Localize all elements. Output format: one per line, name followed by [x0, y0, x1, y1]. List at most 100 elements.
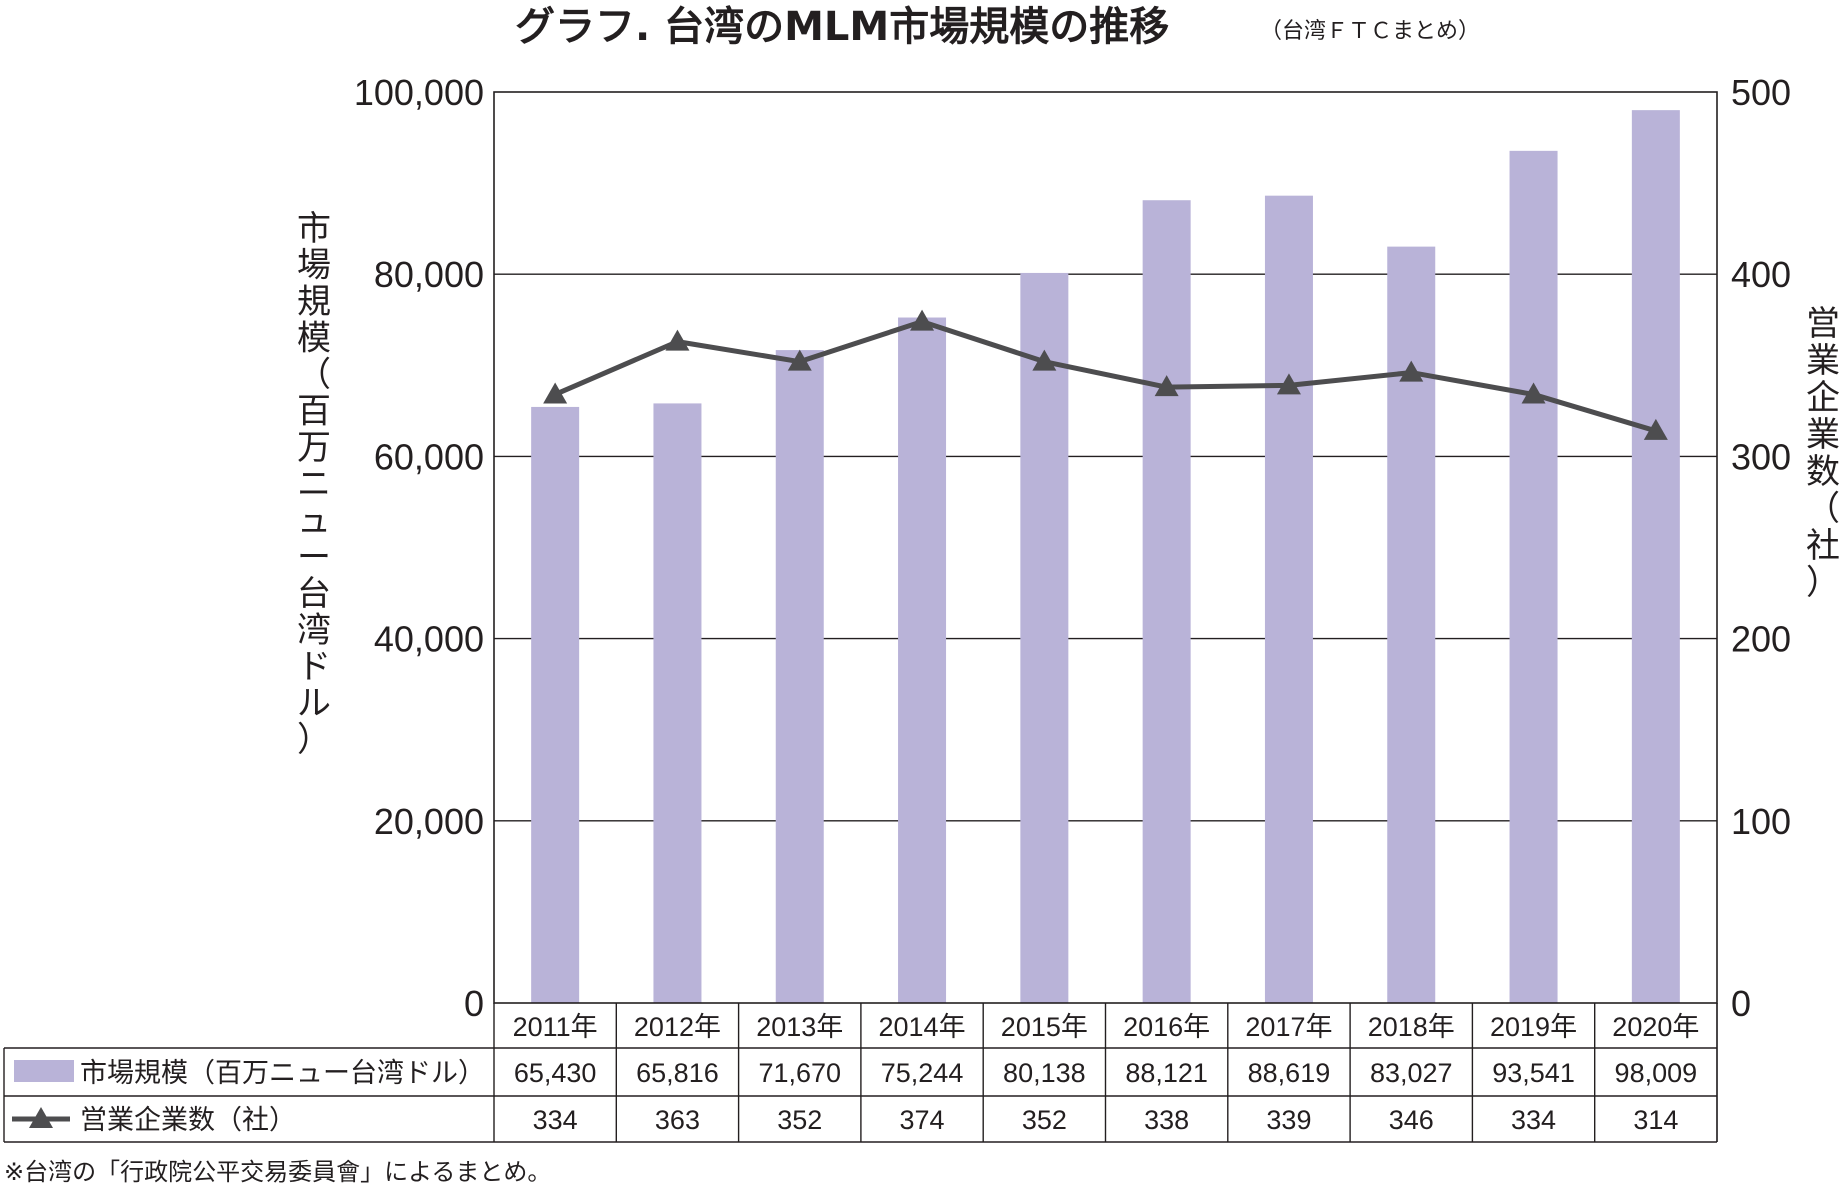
axis-title-char: 営: [1806, 304, 1840, 344]
y2-tick-label: 0: [1731, 983, 1751, 1024]
axis-title-char: 業: [1806, 415, 1840, 455]
y-tick-label: 0: [464, 983, 484, 1024]
table-cell: 374: [900, 1105, 945, 1135]
category-label: 2015年: [1001, 1012, 1088, 1042]
axis-title-char: 百: [297, 392, 331, 432]
bar-2017年: [1264, 195, 1313, 1003]
axis-title-char: 模: [297, 319, 331, 359]
y2-tick-label: 500: [1731, 72, 1791, 113]
line-series: [543, 309, 1668, 440]
axis-title-char: 万: [297, 428, 331, 468]
bar-2018年: [1387, 246, 1436, 1003]
y-tick-label: 20,000: [374, 801, 484, 842]
axis-title-char: ド: [297, 647, 331, 687]
axis-title-char: 企: [1806, 378, 1840, 418]
table-cell: 352: [777, 1105, 822, 1135]
axis-title-char: ）: [1806, 563, 1840, 603]
category-label: 2018年: [1368, 1012, 1455, 1042]
table-cell: 352: [1022, 1105, 1067, 1135]
category-label: 2017年: [1245, 1012, 1332, 1042]
y2-tick-label: 400: [1731, 254, 1791, 295]
category-label: 2012年: [634, 1012, 721, 1042]
footnote: ※台湾の「行政院公平交易委員會」によるまとめ。: [4, 1158, 551, 1186]
line-point-2019年: [1521, 382, 1546, 404]
table-cell: 88,121: [1125, 1058, 1208, 1088]
axis-title-char: （: [1806, 489, 1840, 529]
table-cell: 65,816: [636, 1058, 719, 1088]
bar-2013年: [775, 350, 824, 1003]
bar-2011年: [531, 406, 580, 1003]
y-tick-label: 80,000: [374, 254, 484, 295]
y-tick-label: 40,000: [374, 619, 484, 660]
bar-2016年: [1142, 200, 1191, 1003]
axis-title-char: 場: [297, 246, 331, 286]
axis-title-char: 社: [1806, 526, 1840, 566]
table-cell: 98,009: [1615, 1058, 1698, 1088]
axis-title-char: （: [297, 355, 331, 395]
chart-subtitle: （台湾ＦＴＣまとめ）: [1260, 19, 1480, 44]
table-cell: 338: [1144, 1105, 1189, 1135]
line-series-path: [554, 319, 1657, 434]
legend-swatch-bar: [14, 1060, 74, 1082]
line-point-2013年: [787, 349, 812, 371]
axis-title-char: ー: [297, 538, 331, 578]
table-cell: 80,138: [1003, 1058, 1086, 1088]
bar-2020年: [1631, 110, 1680, 1004]
table-cell: 88,619: [1248, 1058, 1331, 1088]
axis-title-char: 規: [297, 282, 331, 322]
axis-title-char: ）: [297, 720, 331, 760]
line-point-2014年: [910, 309, 935, 331]
bar-2015年: [1020, 272, 1069, 1003]
axis-title-char: ュ: [297, 501, 331, 541]
chart-title: グラフ. 台湾のMLM市場規模の推移: [515, 4, 1169, 50]
axis-title-char: 数: [1806, 452, 1840, 492]
y-tick-label: 100,000: [354, 72, 484, 113]
table-cell: 334: [533, 1105, 578, 1135]
y2-tick-label: 300: [1731, 436, 1791, 477]
table-cell: 93,541: [1492, 1058, 1575, 1088]
category-label: 2016年: [1123, 1012, 1210, 1042]
axis-title-char: 業: [1806, 341, 1840, 381]
bar-series: [531, 110, 1680, 1004]
category-label: 2020年: [1612, 1012, 1699, 1042]
line-point-2016年: [1154, 375, 1179, 397]
line-point-2018年: [1399, 360, 1424, 382]
table-cell: 83,027: [1370, 1058, 1453, 1088]
line-point-2011年: [543, 382, 568, 404]
category-label: 2014年: [879, 1012, 966, 1042]
y-axis-title-left: 市場規模（百万ニュー台湾ドル）: [297, 209, 331, 760]
table-cell: 71,670: [758, 1058, 841, 1088]
y2-tick-label: 100: [1731, 801, 1791, 842]
bar-2014年: [898, 317, 947, 1003]
legend-swatch-marker: [29, 1107, 53, 1128]
line-point-2015年: [1032, 349, 1057, 371]
legend-label: 営業企業数（社）: [80, 1105, 296, 1136]
category-label: 2013年: [756, 1012, 843, 1042]
table-cell: 314: [1633, 1105, 1678, 1135]
line-point-2017年: [1276, 373, 1301, 395]
table-cell: 363: [655, 1105, 700, 1135]
y-axis-title-right: 営業企業数（社）: [1806, 304, 1840, 603]
axis-title-char: ル: [297, 684, 331, 724]
axis-title-char: ニ: [297, 465, 331, 505]
legend-label: 市場規模（百万ニュー台湾ドル）: [80, 1058, 485, 1089]
y-tick-label: 60,000: [374, 436, 484, 477]
table-cell: 339: [1266, 1105, 1311, 1135]
data-table: 2011年 2012年 2013年 2014年 2015年 2016年 2017年 2018年…: [3, 1003, 1718, 1143]
table-cell: 75,244: [881, 1058, 964, 1088]
y2-tick-label: 200: [1731, 619, 1791, 660]
table-cell: 346: [1389, 1105, 1434, 1135]
category-label: 2019年: [1490, 1012, 1577, 1042]
table-cell: 65,430: [514, 1058, 597, 1088]
axis-title-char: 湾: [297, 611, 331, 651]
category-label: 2011年: [513, 1012, 598, 1042]
bar-2019年: [1509, 150, 1558, 1003]
bar-2012年: [653, 403, 702, 1003]
axis-title-char: 台: [297, 574, 331, 614]
line-point-2012年: [665, 329, 690, 351]
table-cell: 334: [1511, 1105, 1556, 1135]
axis-title-char: 市: [297, 209, 331, 249]
line-point-2020年: [1643, 418, 1668, 440]
axis-ticks: 0 20,000 40,000 60,000 80,000 100,000 0 100 200 3…: [354, 72, 1791, 1024]
